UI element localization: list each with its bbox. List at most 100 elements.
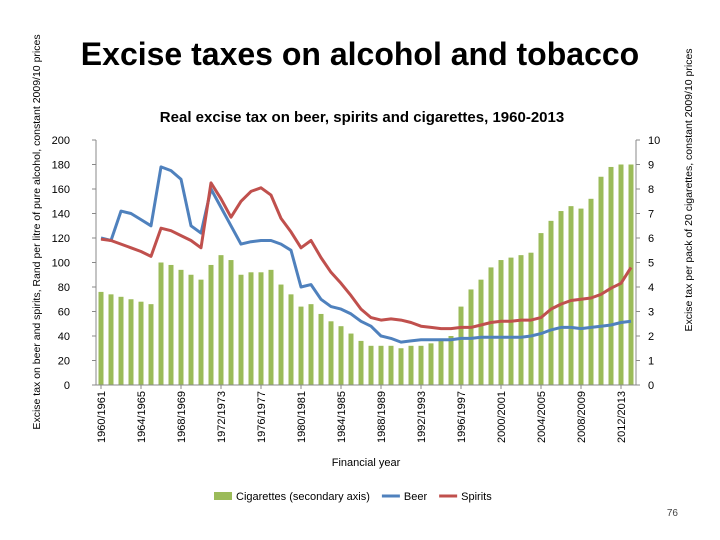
cigarette-bar: [198, 279, 204, 385]
x-tick-label: 2004/2005: [536, 391, 548, 443]
x-tick-label: 1960/1961: [96, 391, 108, 443]
chart-title: Real excise tax on beer, spirits and cig…: [160, 109, 564, 126]
spirits-line: [100, 181, 633, 331]
x-tick-label: 1988/1989: [376, 391, 388, 443]
cigarette-bar: [188, 274, 194, 385]
x-tick-label: 1964/1965: [136, 391, 148, 443]
x-tick-label: 2012/2013: [616, 391, 628, 443]
cigarette-bar: [478, 279, 484, 385]
cigarette-bar: [588, 198, 594, 385]
cigarette-bar: [618, 164, 624, 385]
beer-line: [100, 165, 632, 344]
cigarette-bar: [548, 220, 554, 385]
y2-tick-label: 8: [648, 184, 654, 196]
cigarette-bar: [138, 301, 144, 385]
cigarette-bar: [578, 208, 584, 385]
cigarette-bar: [338, 326, 344, 385]
cigarette-bar: [98, 291, 104, 385]
legend-label: Spirits: [461, 491, 492, 503]
x-tick-label: 1996/1997: [456, 391, 468, 443]
y-tick-label: 80: [58, 282, 70, 294]
y2-tick-label: 7: [648, 209, 654, 221]
cigarette-bar: [178, 269, 184, 385]
cigarette-bar: [248, 272, 254, 385]
x-tick-label: 1992/1993: [416, 391, 428, 443]
y2-tick-label: 5: [648, 258, 654, 270]
legend-swatch-cigarettes: [214, 492, 232, 500]
cigarette-bar: [348, 333, 354, 385]
y-tick-label: 60: [58, 307, 70, 319]
axes: 0 20 40 60 80 100 120 140 160 180 200 0 1 2 3 4 5 6 7 8 9 10 1…: [52, 135, 661, 443]
y2-tick-label: 3: [648, 307, 654, 319]
x-tick-label: 1984/1985: [336, 391, 348, 443]
line-series: [100, 165, 633, 344]
y2-tick-label: 1: [648, 356, 654, 368]
cigarette-bar: [158, 262, 164, 385]
legend-label: Cigarettes (secondary axis): [236, 491, 370, 503]
cigarette-bar: [628, 164, 634, 385]
cigarette-bar: [298, 306, 304, 385]
cigarette-bar: [378, 345, 384, 385]
cigarette-bar: [288, 294, 294, 385]
y-tick-label: 100: [52, 258, 70, 270]
cigarette-bar: [458, 306, 464, 385]
y2-axis-label: Excise tax per pack of 20 cigarettes, co…: [683, 48, 695, 331]
x-tick-label: 1980/1981: [296, 391, 308, 443]
cigarette-bar: [428, 343, 434, 385]
cigarette-bar: [538, 233, 544, 385]
cigarette-bar: [268, 269, 274, 385]
cigarette-bar: [108, 294, 114, 385]
cigarette-bar: [408, 345, 414, 385]
y2-tick-label: 9: [648, 160, 654, 172]
cigarette-bar: [398, 348, 404, 385]
y-tick-label: 20: [58, 356, 70, 368]
page-number: 76: [666, 508, 678, 519]
cigarette-bar: [128, 299, 134, 385]
y-tick-label: 140: [52, 209, 70, 221]
y2-tick-label: 10: [648, 135, 660, 147]
cigarette-bar: [608, 166, 614, 385]
cigarette-bar: [418, 345, 424, 385]
slide-title: Excise taxes on alcohol and tobacco: [80, 36, 640, 72]
cigarette-bar: [388, 345, 394, 385]
y2-tick-label: 0: [648, 380, 654, 392]
cigarette-bar: [558, 211, 564, 385]
cigarette-bar: [438, 338, 444, 385]
x-tick-label: 1968/1969: [176, 391, 188, 443]
cigarette-bar: [278, 284, 284, 385]
x-axis-label: Financial year: [332, 457, 401, 469]
legend: Cigarettes (secondary axis) Beer Spirits: [214, 491, 492, 503]
x-tick-label: 2000/2001: [496, 391, 508, 443]
x-tick-label: 1976/1977: [256, 391, 268, 443]
cigarette-bar: [168, 264, 174, 385]
cigarette-bar: [148, 304, 154, 385]
cigarette-bar: [318, 313, 324, 385]
y2-tick-label: 4: [648, 282, 654, 294]
cigarette-bar: [308, 304, 314, 385]
y-tick-label: 180: [52, 160, 70, 172]
legend-label: Beer: [404, 491, 428, 503]
y-tick-label: 0: [64, 380, 70, 392]
y2-tick-label: 6: [648, 233, 654, 245]
y-tick-label: 40: [58, 331, 70, 343]
cigarette-bar: [448, 336, 454, 385]
y2-tick-label: 2: [648, 331, 654, 343]
cigarette-bar: [118, 296, 124, 385]
x-tick-label: 1972/1973: [216, 391, 228, 443]
cigarette-bar: [568, 206, 574, 385]
cigarette-bar: [218, 255, 224, 385]
y-tick-label: 120: [52, 233, 70, 245]
cigarette-bar: [208, 264, 214, 385]
y-tick-label: 160: [52, 184, 70, 196]
cigarette-bars: [98, 164, 634, 385]
cigarette-bar: [358, 340, 364, 385]
cigarette-bar: [488, 267, 494, 385]
y-tick-label: 200: [52, 135, 70, 147]
cigarette-bar: [368, 345, 374, 385]
cigarette-bar: [598, 176, 604, 385]
cigarette-bar: [238, 274, 244, 385]
cigarette-bar: [258, 272, 264, 385]
y-axis-label: Excise tax on beer and spirits, Rand per…: [31, 34, 43, 429]
cigarette-bar: [228, 260, 234, 385]
